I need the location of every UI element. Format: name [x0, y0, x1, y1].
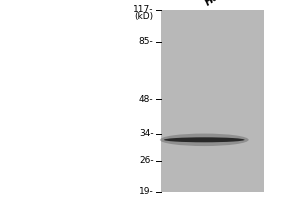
Text: 26-: 26- — [139, 156, 154, 165]
Text: 34-: 34- — [139, 129, 154, 138]
Ellipse shape — [160, 134, 249, 146]
Text: 19-: 19- — [139, 188, 154, 196]
Text: 117-: 117- — [133, 5, 154, 15]
Text: 85-: 85- — [139, 37, 154, 46]
Ellipse shape — [164, 137, 244, 142]
Text: HeLa: HeLa — [203, 0, 231, 8]
Text: 48-: 48- — [139, 95, 154, 104]
Bar — [160, 10, 264, 192]
Text: (kD): (kD) — [134, 12, 154, 21]
